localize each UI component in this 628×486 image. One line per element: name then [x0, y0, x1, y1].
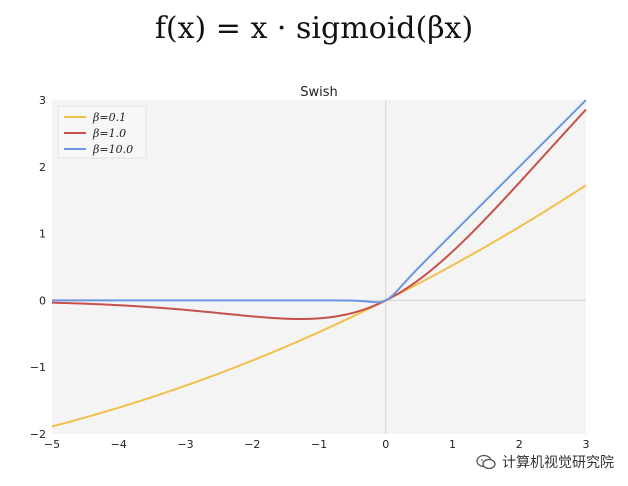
x-tick-label: 1: [449, 438, 456, 451]
x-tick-label: −1: [311, 438, 327, 451]
chart-title: Swish: [300, 85, 338, 100]
legend-label: β=0.1: [92, 111, 126, 124]
series-line-beta-0-1: [51, 184, 587, 428]
x-tick-label: −3: [177, 438, 193, 451]
wechat-icon: [476, 454, 496, 470]
legend-label: β=10.0: [92, 143, 133, 156]
y-tick-label: −2: [30, 428, 46, 441]
x-tick-label: 3: [583, 438, 590, 451]
y-tick-label: 0: [39, 294, 46, 307]
watermark: 计算机视觉研究院: [476, 452, 614, 472]
x-tick-label: −2: [244, 438, 260, 451]
x-tick-label: −4: [111, 438, 127, 451]
formula-title: f(x) = x · sigmoid(βx): [154, 11, 474, 46]
series-line-beta-10: [52, 99, 587, 304]
x-tick-label: −5: [44, 438, 60, 451]
legend-label: β=1.0: [92, 127, 126, 140]
x-tick-labels: −5 −4 −3 −2 −1 0 1 2 3: [44, 438, 590, 451]
y-tick-labels: −2 −1 0 1 2 3: [30, 94, 46, 441]
watermark-text: 计算机视觉研究院: [502, 455, 614, 471]
series-line-beta-1: [51, 108, 587, 320]
y-tick-label: 2: [39, 161, 46, 174]
y-tick-label: 1: [39, 228, 46, 241]
y-tick-label: 3: [39, 94, 46, 107]
x-tick-label: 2: [516, 438, 523, 451]
series-layer: [51, 99, 587, 428]
legend: β=0.1 β=1.0 β=10.0: [57, 105, 147, 159]
legend-box: [57, 105, 147, 159]
x-tick-label: 0: [382, 438, 389, 451]
y-tick-label: −1: [30, 361, 46, 374]
